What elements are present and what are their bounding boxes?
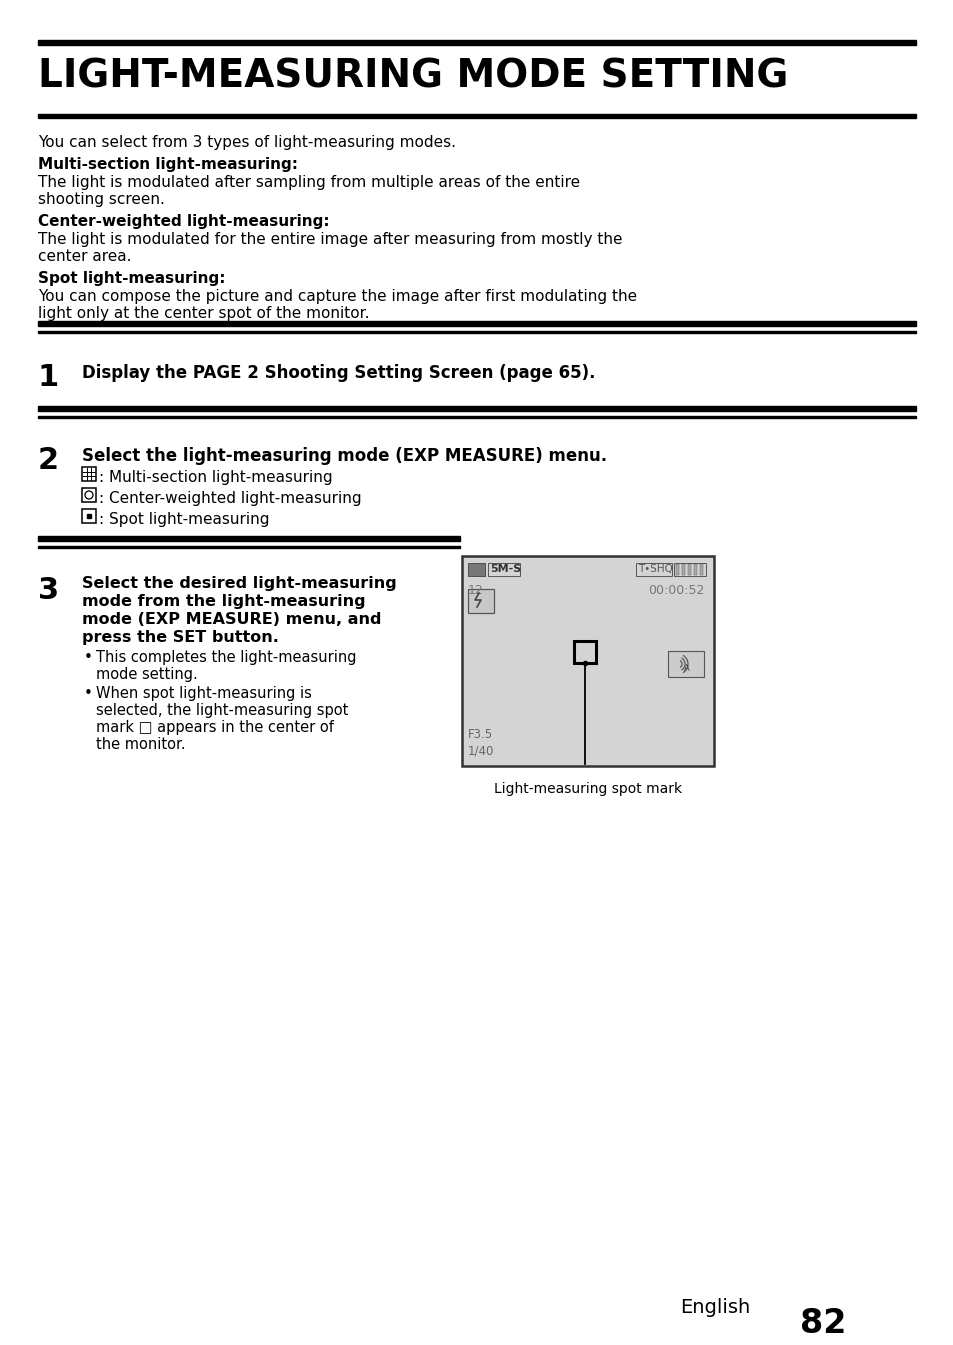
Text: English: English (679, 1298, 749, 1317)
Text: mode setting.: mode setting. (96, 667, 197, 682)
Text: A: A (683, 664, 689, 672)
Bar (700, 564, 702, 576)
Text: The light is modulated after sampling from multiple areas of the entire: The light is modulated after sampling fr… (38, 175, 579, 190)
Bar (693, 564, 697, 576)
Text: Display the PAGE 2 Shooting Setting Screen (page 65).: Display the PAGE 2 Shooting Setting Scre… (82, 364, 595, 382)
Bar (82, 467, 96, 482)
Bar (38, 114, 915, 118)
Text: Select the light-measuring mode (EXP MEASURE) menu.: Select the light-measuring mode (EXP MEA… (82, 447, 606, 465)
Bar (488, 564, 519, 576)
Text: selected, the light-measuring spot: selected, the light-measuring spot (96, 703, 348, 718)
Text: LIGHT-MEASURING MODE SETTING: LIGHT-MEASURING MODE SETTING (38, 56, 787, 95)
Text: The light is modulated for the entire image after measuring from mostly the: The light is modulated for the entire im… (38, 231, 622, 247)
Bar (461, 555, 713, 767)
Bar (38, 416, 915, 418)
Text: •: • (84, 650, 92, 664)
Bar (468, 589, 494, 613)
Bar (468, 564, 484, 576)
Bar (687, 564, 690, 576)
Text: 00:00:52: 00:00:52 (647, 584, 703, 597)
Text: : Center-weighted light-measuring: : Center-weighted light-measuring (99, 491, 361, 506)
Text: 1/40: 1/40 (468, 744, 494, 757)
Text: the monitor.: the monitor. (96, 737, 185, 752)
Text: •: • (84, 686, 92, 701)
Text: T•SHQ: T•SHQ (638, 564, 672, 574)
Bar (673, 564, 705, 576)
Bar (38, 546, 459, 547)
Bar (82, 488, 96, 502)
Text: When spot light-measuring is: When spot light-measuring is (96, 686, 312, 701)
Text: : Spot light-measuring: : Spot light-measuring (99, 512, 269, 527)
Text: 3: 3 (38, 576, 59, 605)
Text: Multi-section light-measuring:: Multi-section light-measuring: (38, 157, 297, 172)
Bar (38, 331, 915, 334)
Text: 2: 2 (38, 447, 59, 475)
Text: 82: 82 (800, 1307, 845, 1340)
Bar (38, 40, 915, 44)
Text: Light-measuring spot mark: Light-measuring spot mark (494, 781, 681, 796)
Text: mode (EXP MEASURE) menu, and: mode (EXP MEASURE) menu, and (82, 612, 381, 627)
Bar (667, 651, 703, 677)
Text: : Multi-section light-measuring: : Multi-section light-measuring (99, 469, 333, 486)
Text: press the SET button.: press the SET button. (82, 629, 278, 646)
Text: Center-weighted light-measuring:: Center-weighted light-measuring: (38, 214, 330, 229)
Bar (681, 564, 684, 576)
Bar (574, 642, 596, 663)
Text: mode from the light-measuring: mode from the light-measuring (82, 594, 365, 609)
Text: 1: 1 (38, 363, 59, 391)
Bar (87, 514, 91, 518)
Text: 5M-S: 5M-S (490, 564, 520, 574)
Text: 12: 12 (468, 584, 483, 597)
Text: center area.: center area. (38, 249, 132, 264)
Text: You can compose the picture and capture the image after first modulating the: You can compose the picture and capture … (38, 289, 637, 304)
Bar (38, 406, 915, 412)
Text: You can select from 3 types of light-measuring modes.: You can select from 3 types of light-mea… (38, 134, 456, 151)
Bar (38, 537, 459, 541)
Text: This completes the light-measuring: This completes the light-measuring (96, 650, 356, 664)
Text: F3.5: F3.5 (468, 728, 493, 741)
Bar (676, 564, 679, 576)
Bar (636, 564, 671, 576)
Text: light only at the center spot of the monitor.: light only at the center spot of the mon… (38, 307, 369, 321)
Bar (38, 321, 915, 325)
Text: Spot light-measuring:: Spot light-measuring: (38, 270, 225, 286)
Text: shooting screen.: shooting screen. (38, 192, 165, 207)
Text: mark □ appears in the center of: mark □ appears in the center of (96, 720, 334, 734)
Text: Select the desired light-measuring: Select the desired light-measuring (82, 576, 396, 590)
Bar (82, 508, 96, 523)
